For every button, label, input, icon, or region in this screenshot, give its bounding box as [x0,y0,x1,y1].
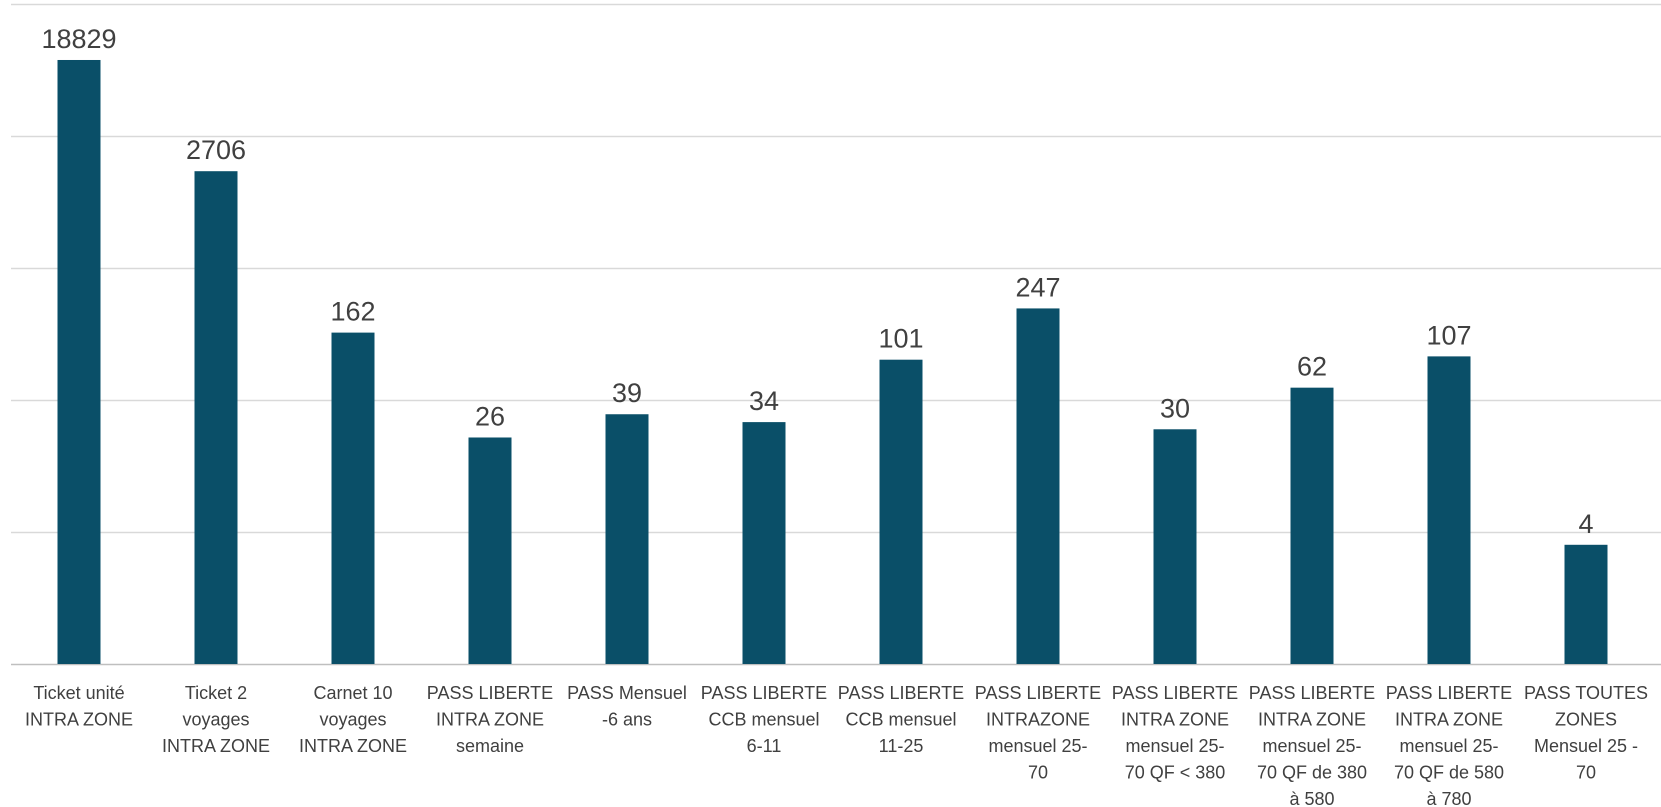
category-label: Ticket 2 voyages INTRA ZONE [162,683,270,756]
data-label: 62 [1297,352,1327,382]
category-label: PASS LIBERTE CCB mensuel 6-11 [701,683,827,756]
bar [468,437,512,664]
category-label: PASS LIBERTE INTRA ZONE mensuel 25-70 QF d… [1249,683,1375,807]
data-label: 34 [749,386,779,416]
category-label: PASS LIBERTE CCB mensuel 11-25 [838,683,964,756]
bar [742,422,786,664]
category-label: PASS TOUTES ZONES Mensuel 25 -70 [1524,683,1648,783]
bar [879,359,923,664]
data-label: 247 [1015,272,1060,302]
data-label: 18829 [41,24,116,54]
category-label: Ticket unité INTRA ZONE [25,683,133,730]
category-label: PASS LIBERTE INTRA ZONE semaine [427,683,553,756]
bar [1153,429,1197,664]
category-labels: Ticket unité INTRA ZONE Ticket 2 voyages INT… [25,683,1648,807]
data-label: 4 [1578,509,1593,539]
category-label: PASS LIBERTE INTRAZONE mensuel 25-70 [975,683,1101,783]
bar [331,332,375,664]
category-label: PASS LIBERTE INTRA ZONE mensuel 25-70 QF <… [1112,683,1238,783]
data-label: 162 [330,297,375,327]
bar [194,171,238,664]
bars [57,59,1608,665]
bar [1427,356,1471,664]
bar [57,59,101,665]
category-label: Carnet 10 voyages INTRA ZONE [299,683,407,756]
data-label: 26 [475,401,505,431]
data-label: 39 [612,378,642,408]
data-label: 2706 [186,135,246,165]
bar [605,414,649,664]
data-label: 107 [1426,320,1471,350]
data-label: 30 [1160,393,1190,423]
data-label: 101 [878,324,923,354]
data-labels: 18829 2706 162 26 39 34 101 247 30 62 107 4 [41,24,1593,539]
bar [1564,544,1608,664]
category-label: PASS LIBERTE INTRA ZONE mensuel 25-70 QF d… [1386,683,1512,807]
bar [1290,387,1334,664]
gridlines [11,3,1661,666]
bar [1016,308,1060,664]
category-label: PASS Mensuel -6 ans [567,683,687,730]
